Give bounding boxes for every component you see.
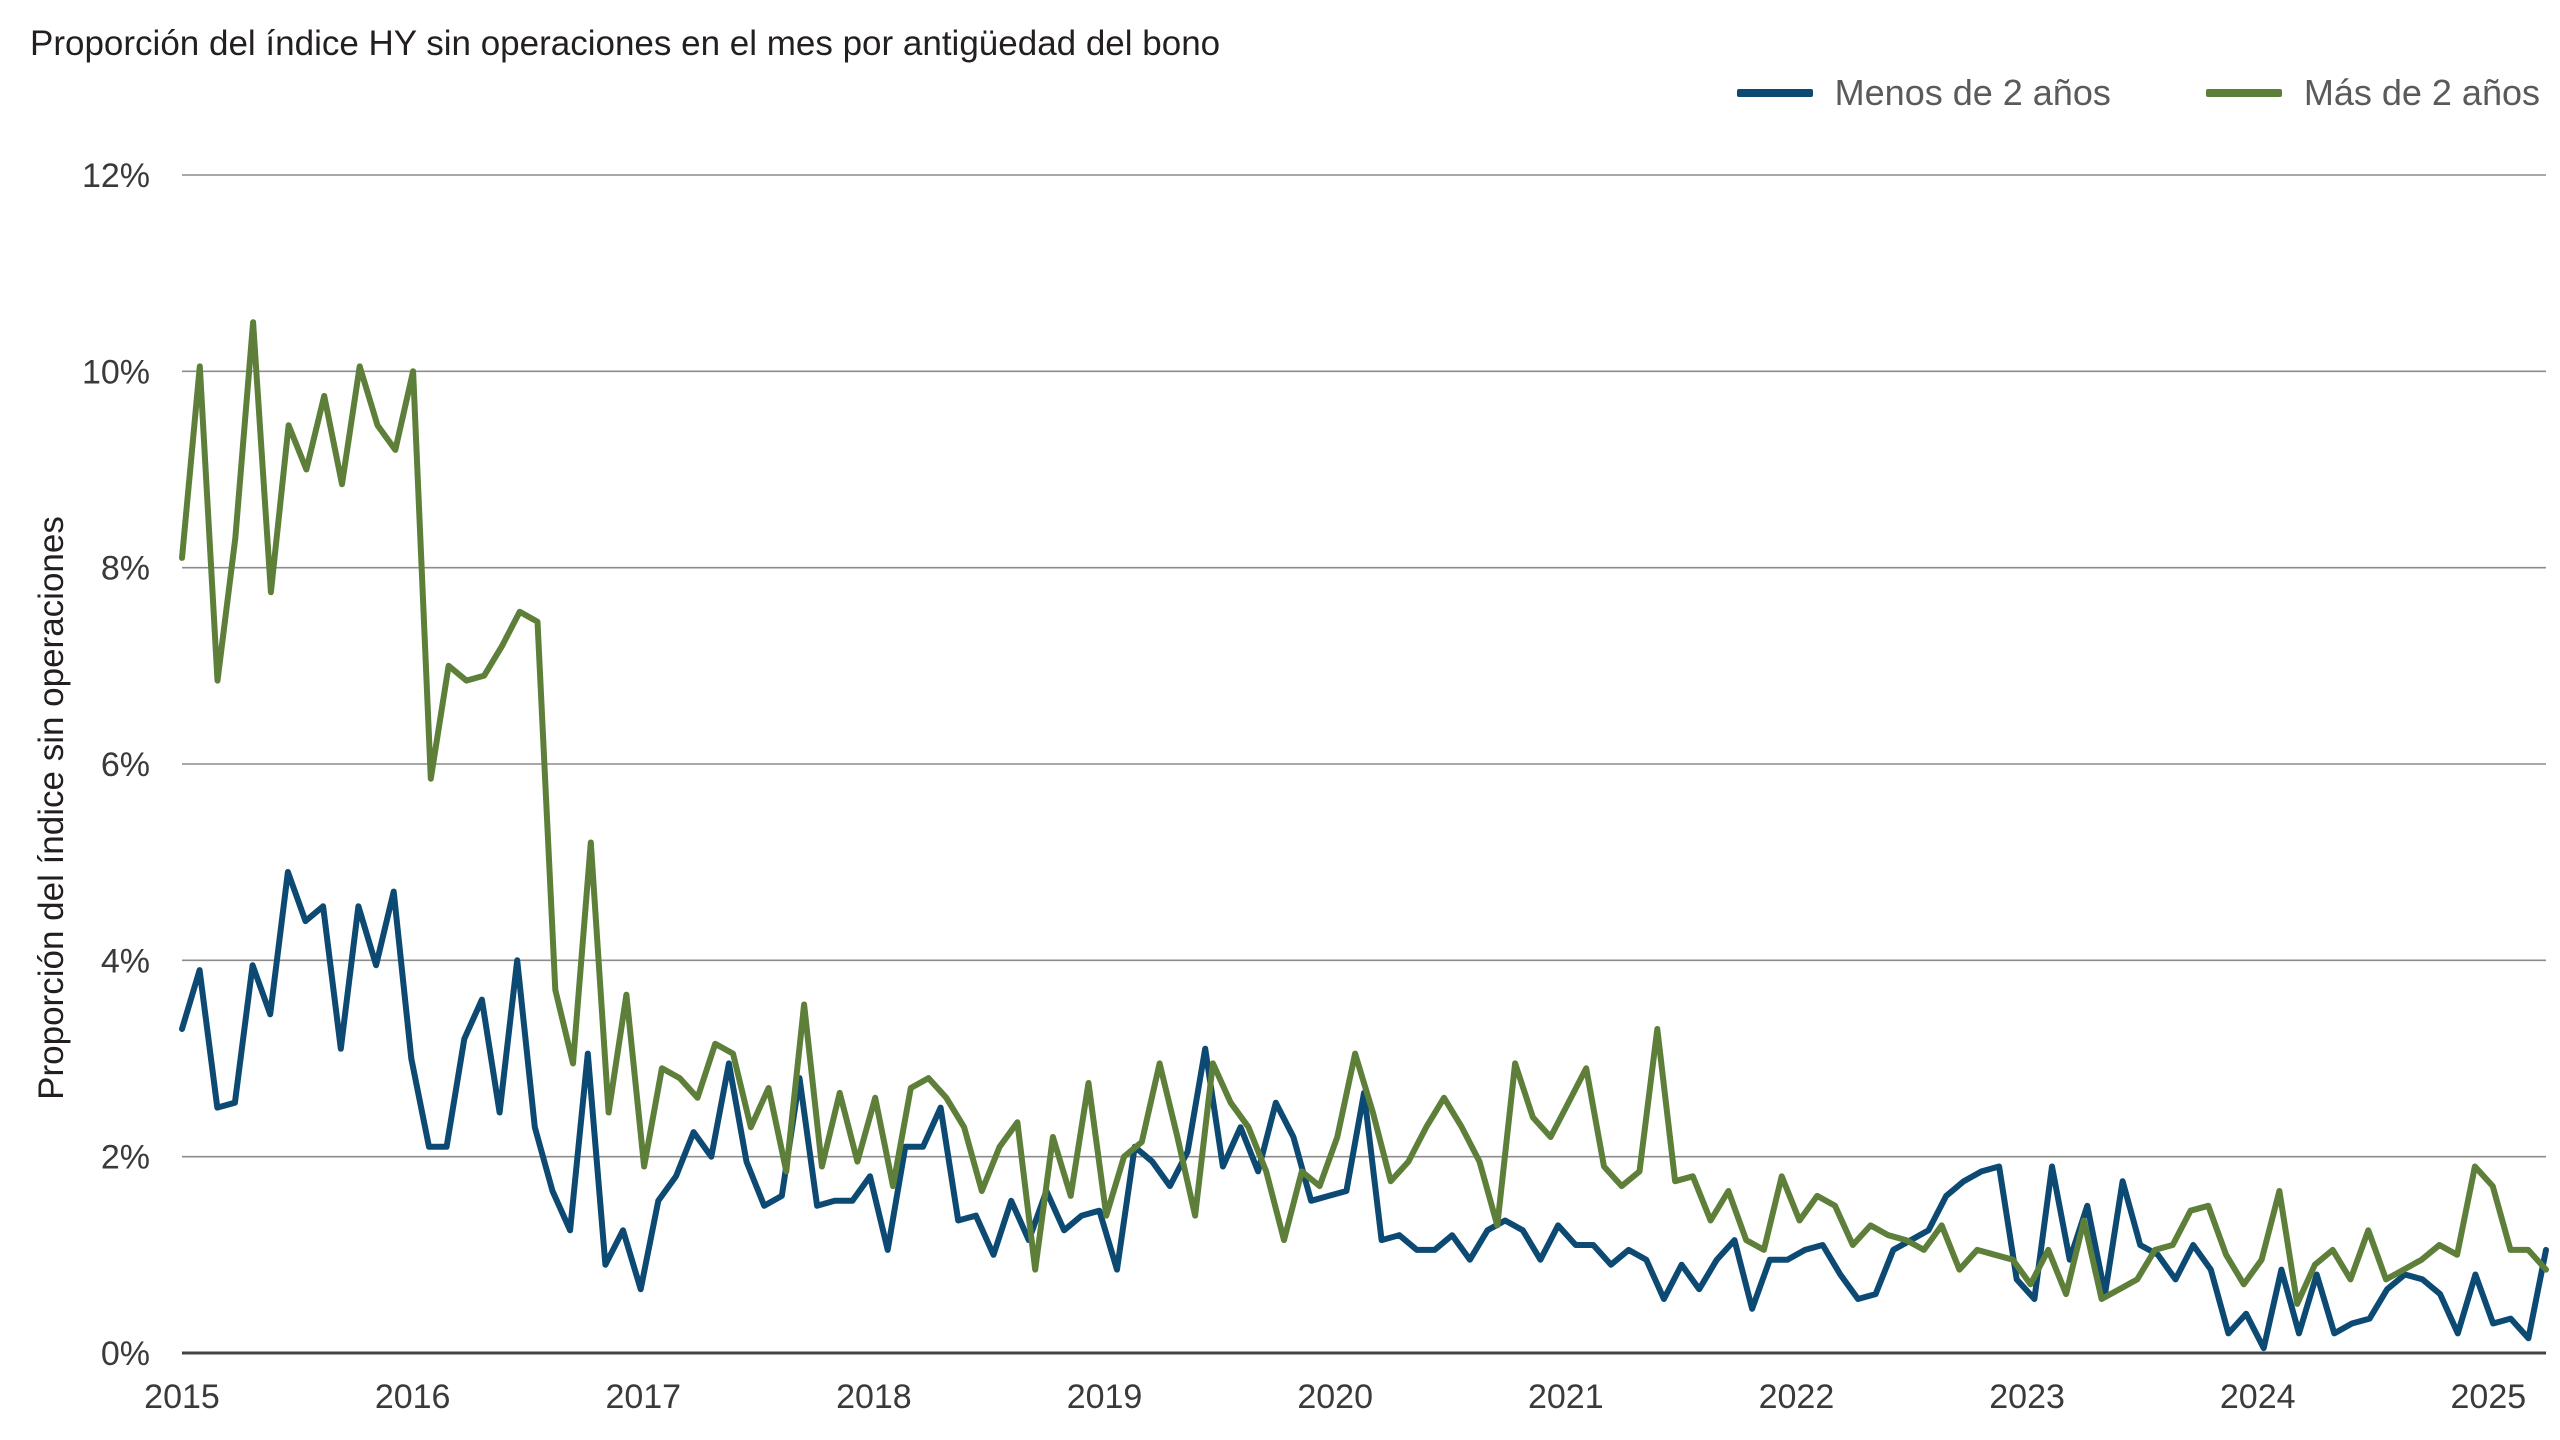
y-axis-ticks: 0% 2% 4% 6% 8% 10% 12% bbox=[82, 157, 150, 1373]
x-tick-label: 2016 bbox=[375, 1378, 451, 1416]
x-tick-label: 2021 bbox=[1528, 1378, 1604, 1416]
y-tick-label: 4% bbox=[101, 942, 150, 980]
x-tick-label: 2025 bbox=[2451, 1378, 2527, 1416]
series-lines bbox=[179, 319, 2549, 1352]
legend-item-menos-de-2-anos: Menos de 2 años bbox=[1736, 72, 2111, 114]
y-tick-label: 6% bbox=[101, 746, 150, 784]
x-tick-label: 2018 bbox=[836, 1378, 912, 1416]
x-tick-label: 2022 bbox=[1759, 1378, 1835, 1416]
series-line-menos-de-2-anos bbox=[179, 869, 2549, 1352]
legend: Menos de 2 años Más de 2 años bbox=[1736, 72, 2540, 114]
gridlines bbox=[182, 174, 2546, 1355]
legend-swatch-mas-de-2-anos bbox=[2205, 89, 2282, 97]
x-tick-label: 2024 bbox=[2220, 1378, 2296, 1416]
x-axis-ticks: 2015 2016 2017 2018 2019 2020 2021 2022 2023 2024… bbox=[144, 1378, 2526, 1416]
legend-item-mas-de-2-anos: Más de 2 años bbox=[2205, 72, 2540, 114]
y-tick-label: 8% bbox=[101, 550, 150, 588]
y-tick-label: 10% bbox=[82, 353, 150, 391]
x-tick-label: 2023 bbox=[1989, 1378, 2065, 1416]
chart-title: Proporción del índice HY sin operaciones… bbox=[30, 24, 1221, 63]
x-tick-label: 2019 bbox=[1067, 1378, 1143, 1416]
legend-swatch-menos-de-2-anos bbox=[1736, 89, 1813, 97]
x-tick-label: 2020 bbox=[1297, 1378, 1373, 1416]
legend-label-menos-de-2-anos: Menos de 2 años bbox=[1834, 72, 2111, 113]
series-line-mas-de-2-anos bbox=[179, 319, 2549, 1307]
legend-label-mas-de-2-anos: Más de 2 años bbox=[2303, 72, 2540, 113]
x-tick-label: 2015 bbox=[144, 1378, 220, 1416]
y-tick-label: 2% bbox=[101, 1139, 150, 1177]
y-tick-label: 0% bbox=[101, 1335, 150, 1373]
y-tick-label: 12% bbox=[82, 157, 150, 195]
x-tick-label: 2017 bbox=[605, 1378, 681, 1416]
